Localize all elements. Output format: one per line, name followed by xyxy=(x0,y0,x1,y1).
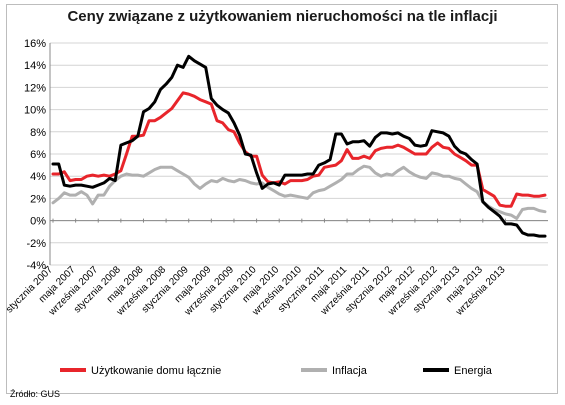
series-line-2 xyxy=(51,54,547,238)
y-tick-label: 0% xyxy=(30,216,46,228)
y-tick-label: 12% xyxy=(24,82,46,94)
y-tick-label: -4% xyxy=(26,260,46,272)
y-tick-label: 2% xyxy=(30,193,46,205)
chart-frame xyxy=(6,4,558,394)
legend-label: Inflacja xyxy=(332,365,368,377)
chart-title: Ceny związane z użytkowaniem nieruchomoś… xyxy=(67,8,498,25)
y-tick-label: 16% xyxy=(24,38,46,50)
y-tick-label: 4% xyxy=(30,171,46,183)
y-tick-label: 14% xyxy=(24,60,46,72)
source-note: Źródło: GUS xyxy=(10,389,61,399)
y-tick-label: 6% xyxy=(30,149,46,161)
legend-label: Użytkowanie domu łącznie xyxy=(91,365,221,377)
y-tick-label: 8% xyxy=(30,127,46,139)
series-line-0 xyxy=(51,91,547,208)
series-line-1 xyxy=(51,164,547,220)
y-tick-label: 10% xyxy=(24,105,46,117)
y-tick-label: -2% xyxy=(26,238,46,250)
legend-label: Energia xyxy=(454,365,493,377)
